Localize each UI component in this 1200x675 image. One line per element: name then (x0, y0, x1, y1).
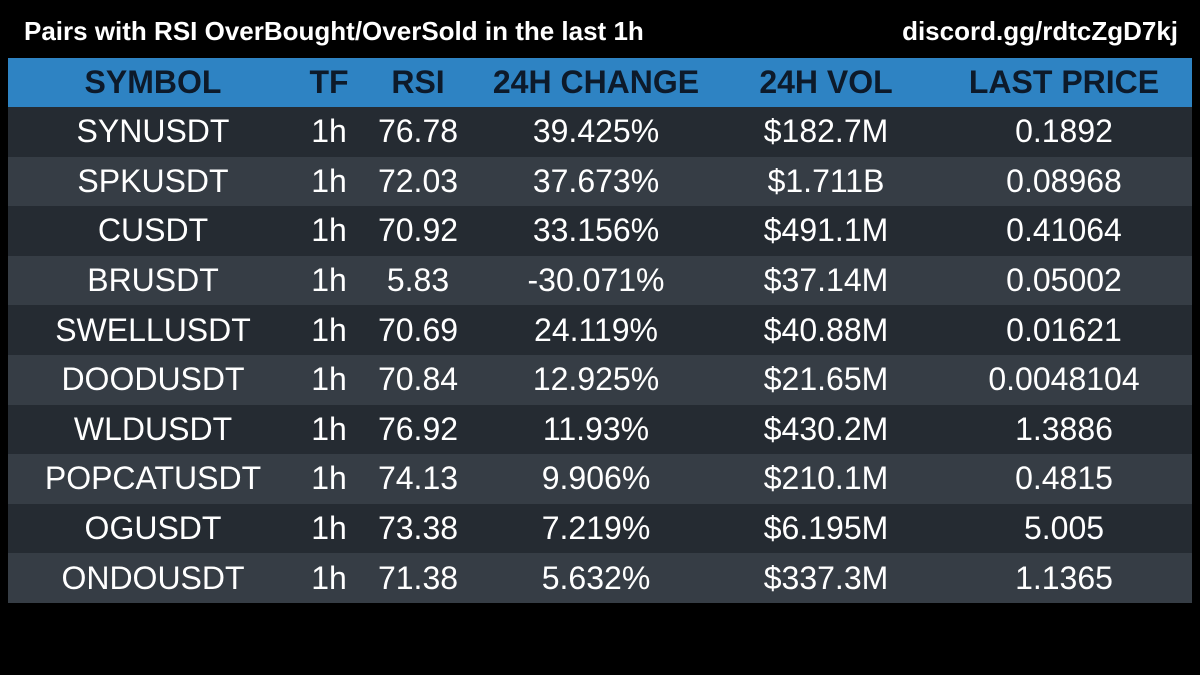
cell-rsi: 70.92 (377, 212, 459, 249)
cell-tf: 1h (311, 460, 347, 497)
cell-symbol: SWELLUSDT (55, 311, 251, 348)
table-row: CUSDT 1h 70.92 33.156% $491.1M 0.41064 (8, 206, 1192, 256)
cell-tf: 1h (311, 361, 347, 398)
cell-tf: 1h (311, 113, 347, 150)
cell-symbol: CUSDT (97, 212, 209, 249)
cell-24h-change: 39.425% (532, 113, 660, 150)
table-row: POPCATUSDT 1h 74.13 9.906% $210.1M 0.481… (8, 454, 1192, 504)
cell-symbol: DOODUSDT (61, 361, 245, 398)
table-header-row: SYMBOL TF RSI 24H CHANGE 24H VOL LAST PR… (8, 58, 1192, 107)
cell-24h-change: 5.632% (541, 559, 651, 596)
column-header-24h-vol: 24H VOL (759, 64, 893, 100)
cell-symbol: WLDUSDT (73, 410, 233, 447)
cell-last-price: 1.3886 (1015, 410, 1113, 447)
column-header-tf: TF (309, 64, 349, 100)
table-row: SPKUSDT 1h 72.03 37.673% $1.711B 0.08968 (8, 156, 1192, 207)
cell-symbol: BRUSDT (87, 262, 219, 299)
cell-24h-vol: $182.7M (763, 113, 889, 150)
cell-last-price: 0.1892 (1015, 113, 1113, 150)
cell-last-price: 0.08968 (1006, 162, 1122, 199)
cell-symbol: OGUSDT (84, 510, 222, 547)
rsi-table-container: SYMBOL TF RSI 24H CHANGE 24H VOL LAST PR… (8, 58, 1192, 603)
cell-rsi: 72.03 (377, 162, 459, 199)
cell-tf: 1h (311, 410, 347, 447)
table-row: OGUSDT 1h 73.38 7.219% $6.195M 5.005 (8, 503, 1192, 554)
cell-tf: 1h (311, 311, 347, 348)
cell-24h-change: 12.925% (532, 361, 660, 398)
cell-24h-vol: $430.2M (763, 410, 889, 447)
table-row: ONDOUSDT 1h 71.38 5.632% $337.3M 1.1365 (8, 553, 1192, 603)
cell-rsi: 74.13 (377, 460, 459, 497)
cell-24h-vol: $37.14M (763, 262, 889, 299)
cell-symbol: ONDOUSDT (61, 559, 245, 596)
cell-24h-vol: $21.65M (763, 361, 889, 398)
cell-tf: 1h (311, 162, 347, 199)
cell-rsi: 5.83 (386, 262, 450, 299)
cell-24h-change: 24.119% (534, 311, 658, 348)
column-header-last-price: LAST PRICE (968, 64, 1160, 100)
table-row: BRUSDT 1h 5.83 -30.071% $37.14M 0.05002 (8, 255, 1192, 306)
cell-symbol: POPCATUSDT (44, 460, 262, 497)
column-header-symbol: SYMBOL (84, 64, 222, 100)
cell-symbol: SYNUSDT (76, 113, 230, 150)
cell-24h-vol: $491.1M (763, 212, 889, 249)
cell-last-price: 0.05002 (1006, 262, 1122, 299)
cell-24h-change: -30.071% (527, 262, 665, 299)
cell-24h-vol: $6.195M (763, 510, 889, 547)
rsi-table: SYMBOL TF RSI 24H CHANGE 24H VOL LAST PR… (8, 58, 1192, 603)
cell-rsi: 71.38 (377, 559, 459, 596)
cell-last-price: 0.4815 (1015, 460, 1113, 497)
cell-tf: 1h (311, 510, 347, 547)
table-row: WLDUSDT 1h 76.92 11.93% $430.2M 1.3886 (8, 404, 1192, 455)
cell-24h-vol: $337.3M (763, 559, 889, 596)
cell-last-price: 0.41064 (1006, 212, 1122, 249)
cell-last-price: 1.1365 (1015, 559, 1113, 596)
cell-24h-change: 11.93% (542, 410, 650, 447)
table-row: SYNUSDT 1h 76.78 39.425% $182.7M 0.1892 (8, 107, 1192, 157)
cell-24h-change: 33.156% (532, 212, 660, 249)
cell-rsi: 76.92 (377, 410, 459, 447)
cell-tf: 1h (311, 212, 347, 249)
cell-24h-change: 37.673% (532, 162, 660, 199)
cell-rsi: 70.84 (377, 361, 459, 398)
cell-tf: 1h (311, 559, 347, 596)
header-bar: Pairs with RSI OverBought/OverSold in th… (0, 0, 1200, 58)
table-body: SYNUSDT 1h 76.78 39.425% $182.7M 0.1892 … (8, 107, 1192, 603)
cell-last-price: 0.01621 (1006, 311, 1122, 348)
cell-24h-vol: $210.1M (763, 460, 889, 497)
cell-last-price: 5.005 (1023, 510, 1105, 547)
cell-24h-change: 7.219% (541, 510, 651, 547)
table-row: SWELLUSDT 1h 70.69 24.119% $40.88M 0.016… (8, 305, 1192, 355)
cell-last-price: 0.0048104 (988, 361, 1140, 398)
cell-24h-vol: $40.88M (763, 311, 889, 348)
cell-24h-vol: $1.711B (767, 162, 885, 199)
column-header-24h-change: 24H CHANGE (492, 64, 700, 100)
page-title: Pairs with RSI OverBought/OverSold in th… (24, 16, 644, 46)
cell-symbol: SPKUSDT (77, 162, 229, 199)
cell-rsi: 76.78 (377, 113, 459, 150)
cell-rsi: 70.69 (377, 311, 459, 348)
cell-tf: 1h (311, 262, 347, 299)
discord-link[interactable]: discord.gg/rdtcZgD7kj (902, 16, 1178, 46)
cell-24h-change: 9.906% (541, 460, 651, 497)
table-row: DOODUSDT 1h 70.84 12.925% $21.65M 0.0048… (8, 354, 1192, 405)
cell-rsi: 73.38 (377, 510, 459, 547)
column-header-rsi: RSI (391, 64, 445, 100)
